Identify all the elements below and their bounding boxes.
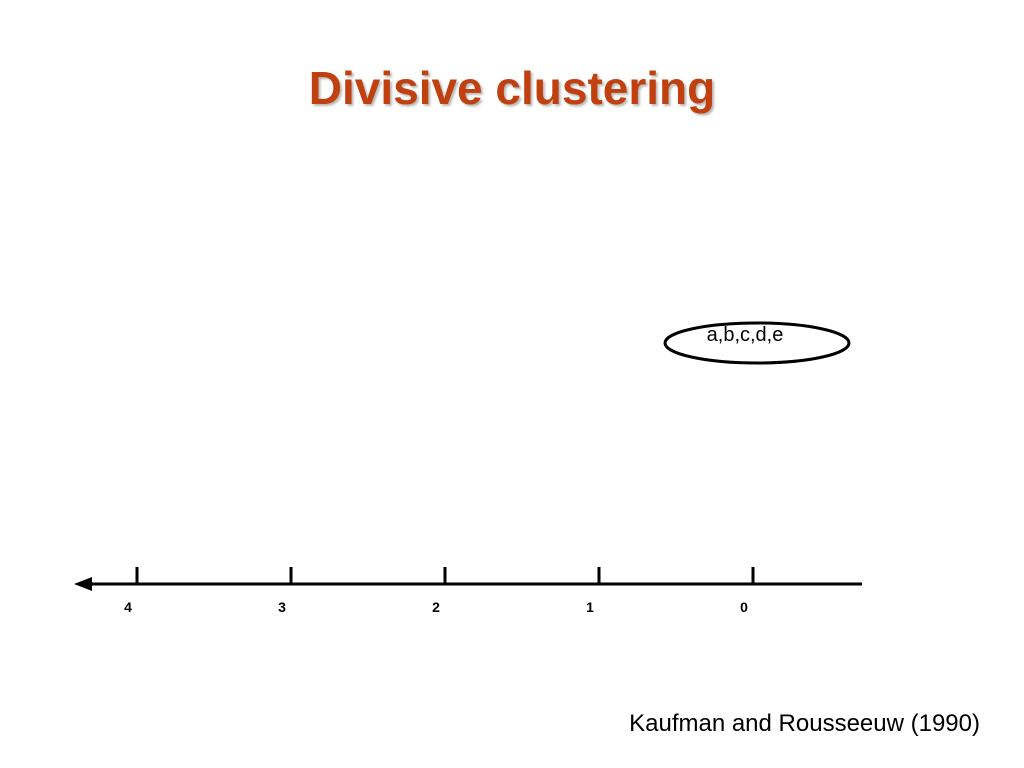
citation: Kaufman and Rousseeuw (1990) xyxy=(629,710,980,737)
slide-title: Divisive clustering xyxy=(308,62,716,114)
axis-tick-label-1: 1 xyxy=(586,599,594,615)
level-axis: 4 3 2 1 0 xyxy=(74,567,862,615)
axis-arrow-left-icon xyxy=(74,577,92,591)
cluster-label: a,b,c,d,e xyxy=(707,324,784,346)
axis-tick-label-0: 0 xyxy=(740,599,748,615)
axis-tick-label-3: 3 xyxy=(278,599,286,615)
cluster-ellipse xyxy=(663,321,851,365)
cluster-node-abcde: a,b,c,d,e xyxy=(663,321,851,365)
axis-ticks: 4 3 2 1 0 xyxy=(124,567,755,615)
axis-tick-label-4: 4 xyxy=(124,599,132,615)
axis-tick-label-2: 2 xyxy=(432,599,440,615)
